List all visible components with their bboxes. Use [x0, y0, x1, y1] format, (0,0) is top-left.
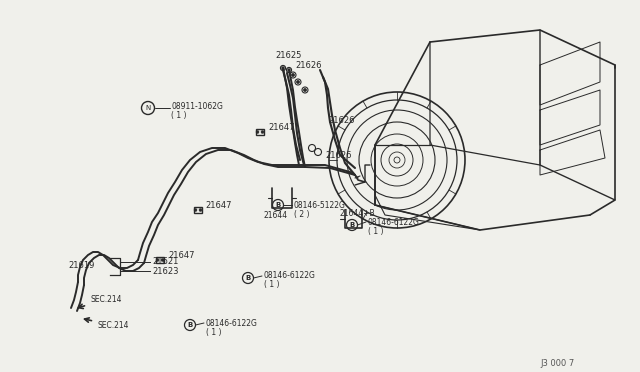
- Text: 21647: 21647: [168, 251, 195, 260]
- FancyBboxPatch shape: [194, 207, 202, 213]
- Text: 08146-6122G: 08146-6122G: [206, 318, 258, 327]
- Text: 21644+B: 21644+B: [340, 208, 376, 218]
- Text: ( 1 ): ( 1 ): [368, 227, 383, 235]
- Text: B: B: [275, 202, 280, 208]
- Circle shape: [256, 131, 259, 134]
- Text: 21647: 21647: [205, 201, 232, 209]
- Text: 08146-6122G: 08146-6122G: [264, 272, 316, 280]
- Circle shape: [161, 259, 164, 262]
- Text: 21626: 21626: [295, 61, 321, 70]
- Text: ( 1 ): ( 1 ): [206, 327, 221, 337]
- Text: 08146-6122G: 08146-6122G: [368, 218, 420, 227]
- Text: 21626: 21626: [328, 115, 355, 125]
- Text: 21644: 21644: [264, 211, 288, 219]
- Text: 21647: 21647: [268, 122, 294, 131]
- Text: J3 000 7: J3 000 7: [541, 359, 575, 368]
- Text: ( 1 ): ( 1 ): [171, 110, 186, 119]
- FancyBboxPatch shape: [156, 257, 164, 263]
- Text: 21619: 21619: [68, 262, 94, 270]
- Circle shape: [199, 208, 202, 212]
- Text: 21623: 21623: [152, 266, 179, 276]
- Text: B: B: [349, 222, 355, 228]
- Text: N: N: [145, 105, 150, 111]
- Circle shape: [303, 89, 307, 92]
- Circle shape: [296, 80, 300, 83]
- Text: SEC.214: SEC.214: [79, 295, 122, 308]
- Text: 21621: 21621: [152, 257, 179, 266]
- Text: 21626: 21626: [325, 151, 351, 160]
- Circle shape: [291, 74, 294, 77]
- Text: B: B: [245, 275, 251, 281]
- Text: SEC.214: SEC.214: [84, 318, 129, 330]
- Circle shape: [156, 259, 159, 262]
- Text: 08146-5122G: 08146-5122G: [294, 201, 346, 209]
- Text: B: B: [188, 322, 193, 328]
- Circle shape: [194, 208, 197, 212]
- Text: 08911-1062G: 08911-1062G: [171, 102, 223, 110]
- Text: 21625: 21625: [275, 51, 301, 60]
- Circle shape: [282, 67, 284, 69]
- Text: ( 1 ): ( 1 ): [264, 280, 280, 289]
- Text: ( 2 ): ( 2 ): [294, 209, 310, 218]
- Circle shape: [261, 131, 264, 134]
- FancyBboxPatch shape: [256, 129, 264, 135]
- Circle shape: [288, 69, 291, 71]
